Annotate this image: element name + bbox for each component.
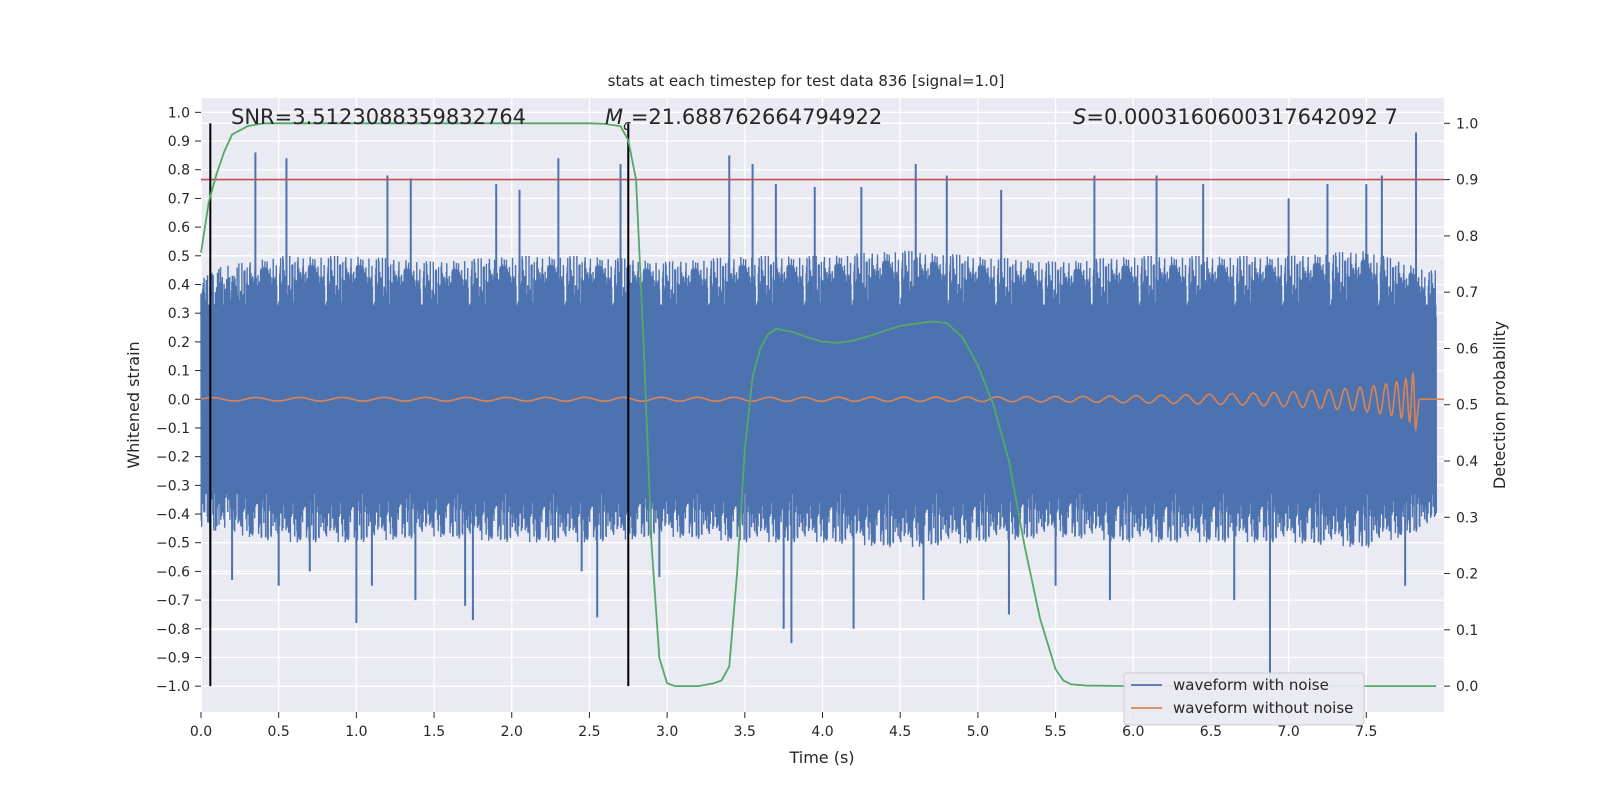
y2-tick-label: 0.6 [1456,341,1478,357]
y-tick-label: −0.9 [156,650,190,666]
y-tick-label: 0.8 [168,163,190,179]
y2-tick-label: 0.0 [1456,679,1478,695]
s-value: =0.0003160600317642092 7 [1086,105,1398,129]
y2-tick-label: 0.1 [1456,623,1478,639]
y2-tick-label: 0.5 [1456,398,1478,414]
x-tick-label: 5.0 [967,724,989,740]
noise-trace [200,250,1438,548]
y2-tick-label: 0.8 [1456,229,1478,245]
y-axis-left: 1.0 0.9 0.8 0.7 0.6 0.5 0.4 0.3 0.2 0.1 0.0 −0.1 −0.… [156,105,201,695]
legend-box [1123,672,1365,726]
y2-tick-label: 1.0 [1456,116,1478,132]
x-tick-label: 3.5 [734,724,756,740]
legend-label-clean: waveform without noise [1173,699,1353,717]
x-tick-label: 1.5 [423,724,445,740]
y2-tick-label: 0.7 [1456,285,1478,301]
y2-tick-label: 0.3 [1456,510,1478,526]
y-tick-label: −0.5 [156,536,190,552]
x-tick-label: 2.0 [501,724,523,740]
y-tick-label: 0.7 [168,191,190,207]
y-tick-label: −0.4 [156,507,190,523]
x-tick-label: 7.0 [1277,724,1299,740]
x-tick-label: 5.5 [1044,724,1066,740]
y2-tick-label: 0.9 [1456,173,1478,189]
y-tick-label: 0.4 [168,277,190,293]
y-tick-label: −0.3 [156,478,190,494]
y-tick-label: 0.0 [168,392,190,408]
y-tick-label: 0.5 [168,249,190,265]
y2-tick-label: 0.4 [1456,454,1478,470]
x-axis: 0.0 0.5 1.0 1.5 2.0 2.5 3.0 3.5 4.0 4.5 5.0 5.5 6.0 6… [190,712,1377,740]
x-tick-label: 7.5 [1355,724,1377,740]
mc-symbol: M [605,105,623,129]
y-tick-label: −0.1 [156,421,190,437]
y-tick-label: 0.6 [168,220,190,236]
mc-subscript: c [623,118,631,134]
x-axis-label: Time (s) [788,748,854,767]
y-tick-label: −0.8 [156,622,190,638]
chart-title: stats at each timestep for test data 836… [608,72,1005,90]
y-tick-label: −0.7 [156,593,190,609]
y-tick-label: 1.0 [168,105,190,121]
y-tick-label: 0.3 [168,306,190,322]
y-tick-label: 0.1 [168,364,190,380]
y-tick-label: −1.0 [156,679,190,695]
s-symbol: S [1073,105,1086,129]
x-tick-label: 6.0 [1122,724,1144,740]
detection-probability-series [200,122,1437,688]
x-tick-label: 0.5 [268,724,290,740]
y-tick-label: 0.2 [168,335,190,351]
mc-value: =21.688762664794922 [631,105,882,129]
mc-annotation: Mc=21.688762664794922 [605,105,882,134]
x-tick-label: 3.0 [656,724,678,740]
clean-waveform-series [200,371,1444,433]
x-tick-label: 6.5 [1200,724,1222,740]
legend: waveform with noise waveform without noi… [1123,672,1365,726]
y2-tick-label: 0.2 [1456,567,1478,583]
y-axis-right: 1.0 0.9 0.8 0.7 0.6 0.5 0.4 0.3 0.2 0.1 0.0 [1444,116,1478,695]
s-annotation: S=0.0003160600317642092 7 [1073,105,1398,129]
y-tick-label: −0.2 [156,450,190,466]
x-tick-label: 0.0 [190,724,212,740]
y-tick-label: −0.6 [156,564,190,580]
snr-annotation: SNR=3.5123088359832764 [231,105,526,129]
x-tick-label: 2.5 [578,724,600,740]
x-tick-label: 1.0 [345,724,367,740]
y-axis-label: Whitened strain [124,341,143,468]
y-tick-label: 0.9 [168,134,190,150]
marker-lines [209,123,630,687]
x-tick-label: 4.0 [811,724,833,740]
noise-series [200,132,1438,687]
x-tick-label: 4.5 [889,724,911,740]
y2-axis-label: Detection probability [1490,321,1509,489]
legend-label-noise: waveform with noise [1173,676,1329,694]
